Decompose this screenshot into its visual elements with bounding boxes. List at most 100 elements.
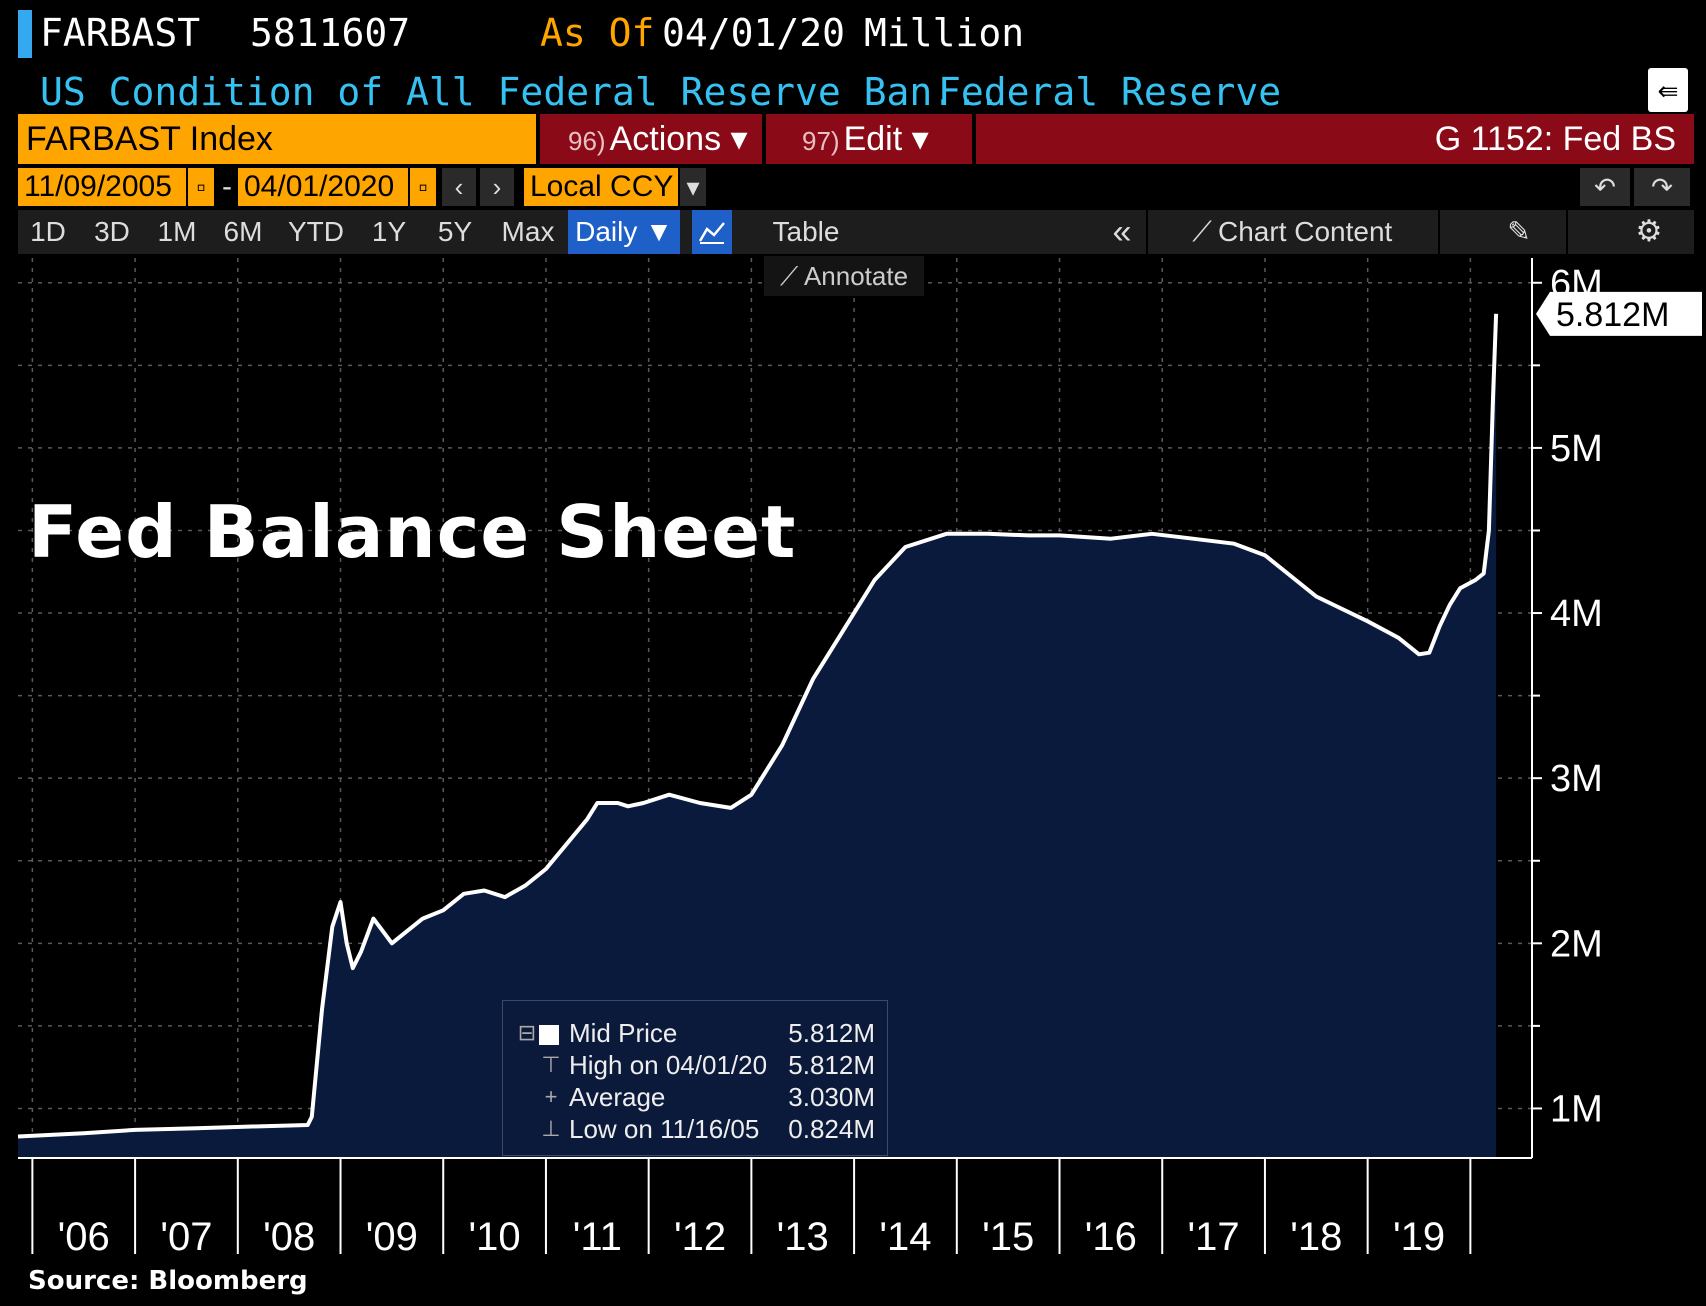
- last-value: 5811607: [250, 11, 411, 55]
- low-marker-icon: ⊥: [541, 1116, 561, 1141]
- as-of-date: 04/01/20: [662, 11, 846, 55]
- legend-row: ⊤ High on 04/01/20 5.812M: [503, 1049, 889, 1081]
- x-tick-label: '08: [263, 1215, 315, 1259]
- source-credit: Source: Bloomberg: [28, 1266, 308, 1296]
- y-tick-label: 3M: [1550, 758, 1603, 800]
- prev-period-icon[interactable]: ‹: [442, 168, 476, 206]
- range-3d-button[interactable]: 3D: [94, 216, 130, 247]
- legend-value: 5.812M: [788, 1050, 875, 1080]
- x-tick-label: '16: [1085, 1215, 1137, 1259]
- x-tick-label: '18: [1290, 1215, 1342, 1259]
- x-tick-label: '19: [1393, 1215, 1445, 1259]
- start-calendar-icon[interactable]: ▫: [188, 168, 214, 206]
- last-value-flag: [1536, 291, 1702, 336]
- legend-value: 5.812M: [788, 1018, 875, 1048]
- undo-icon[interactable]: ↶: [1580, 168, 1630, 206]
- high-marker-icon: ⊤: [541, 1052, 561, 1077]
- redo-icon[interactable]: ↷: [1634, 168, 1690, 206]
- next-period-icon[interactable]: ›: [480, 168, 514, 206]
- actions-number: 96): [568, 126, 606, 156]
- legend-row: + Average 3.030M: [503, 1081, 889, 1113]
- range-toolbar: 1D 3D 1M 6M YTD 1Y 5Y Max Daily ▼ Table …: [18, 210, 1694, 254]
- y-tick-label: 2M: [1550, 923, 1603, 965]
- chart-title-bar: G 1152: Fed BS: [976, 114, 1694, 164]
- x-tick-label: '07: [160, 1215, 212, 1259]
- date-separator: -: [222, 170, 232, 203]
- legend-label: Low on 11/16/05: [569, 1114, 760, 1144]
- x-tick-label: '10: [469, 1215, 521, 1259]
- last-value-label: 5.812M: [1556, 296, 1669, 334]
- frequency-select[interactable]: Daily ▼: [568, 210, 680, 254]
- annotate-button[interactable]: ⟋ Annotate: [764, 256, 924, 296]
- chart-content-button[interactable]: Chart Content: [1218, 216, 1393, 247]
- range-1y-button[interactable]: 1Y: [371, 216, 407, 247]
- line-chart-icon[interactable]: [692, 210, 732, 254]
- x-tick-label: '12: [674, 1215, 726, 1259]
- chart-content-icon: ⟋: [1192, 216, 1212, 247]
- x-tick-label: '14: [879, 1215, 931, 1259]
- legend-row: ⊟ Mid Price 5.812M: [503, 1017, 889, 1049]
- gear-icon[interactable]: ⚙: [1635, 215, 1663, 248]
- range-5y-button[interactable]: 5Y: [437, 216, 473, 247]
- currency-select[interactable]: Local CCY: [524, 168, 678, 206]
- y-tick-label: 1M: [1550, 1088, 1603, 1130]
- legend-value: 0.824M: [788, 1114, 875, 1144]
- x-tick-label: '11: [573, 1215, 622, 1259]
- series-swatch: [539, 1025, 559, 1045]
- x-tick-label: '15: [982, 1215, 1034, 1259]
- range-1m-button[interactable]: 1M: [157, 216, 197, 247]
- range-max-button[interactable]: Max: [501, 216, 555, 247]
- header-row: FARBAST 5811607 As Of 04/01/20 Million: [0, 0, 1706, 68]
- date-range-bar: 11/09/2005 ▫ - 04/01/2020 ▫ ‹ › Local CC…: [18, 168, 1694, 208]
- series-line: [17, 313, 1499, 1139]
- toolbar-divider: [1566, 210, 1568, 254]
- ticker-code: FARBAST: [40, 11, 201, 55]
- y-tick-label: 5M: [1550, 428, 1603, 470]
- command-bar: FARBAST Index 96) Actions ▾ 97) Edit ▾ G 1…: [18, 114, 1694, 166]
- toolbar-divider: [1146, 210, 1148, 254]
- series-area: [18, 313, 1497, 1158]
- toolbar-divider: [1438, 210, 1440, 254]
- end-date-input[interactable]: 04/01/2020: [238, 168, 408, 206]
- security-input[interactable]: FARBAST Index: [18, 114, 536, 164]
- range-1d-button[interactable]: 1D: [30, 216, 66, 247]
- legend-row: ⊥ Low on 11/16/05 0.824M: [503, 1113, 889, 1145]
- edit-chart-icon[interactable]: ✎: [1507, 216, 1531, 247]
- exit-icon[interactable]: ⇚: [1648, 68, 1688, 112]
- x-tick-label: '06: [58, 1215, 110, 1259]
- y-tick-label: 4M: [1550, 593, 1603, 635]
- legend-label: High on 04/01/20: [569, 1050, 768, 1080]
- edit-number: 97): [802, 126, 840, 156]
- table-button[interactable]: Table: [772, 216, 840, 247]
- legend-label: Mid Price: [569, 1018, 678, 1048]
- x-tick-label: '09: [366, 1215, 418, 1259]
- chart-title: Fed Balance Sheet: [28, 490, 797, 574]
- annotate-label: Annotate: [803, 261, 909, 291]
- average-marker-icon: +: [544, 1084, 558, 1109]
- security-description: US Condition of All Federal Reserve Ban.…: [40, 70, 1001, 114]
- legend-label: Average: [569, 1082, 666, 1112]
- edit-button[interactable]: 97) Edit ▾: [766, 114, 972, 164]
- actions-button[interactable]: 96) Actions ▾: [540, 114, 762, 164]
- last-value-marker: 5.812M: [1536, 291, 1702, 336]
- actions-label: Actions ▾: [609, 120, 748, 158]
- legend-box: ⊟ Mid Price 5.812M ⊤ High on 04/01/20 5.…: [502, 1000, 888, 1156]
- x-tick-label: '17: [1188, 1215, 1240, 1259]
- edit-label: Edit ▾: [843, 120, 929, 158]
- range-ytd-button[interactable]: YTD: [288, 216, 344, 247]
- x-axis: '06 '07 '08 '09 '10 '11 '12 '13 '14 '15 '16 '17 '18 '…: [31, 1158, 1472, 1259]
- source-name: Federal Reserve: [938, 70, 1282, 114]
- currency-dropdown-icon[interactable]: ▾: [680, 168, 706, 206]
- range-6m-button[interactable]: 6M: [223, 216, 263, 247]
- as-of-label: As Of: [540, 11, 655, 55]
- collapse-box-icon[interactable]: ⊟: [517, 1020, 537, 1045]
- start-date-input[interactable]: 11/09/2005: [18, 168, 186, 206]
- end-calendar-icon[interactable]: ▫: [410, 168, 436, 206]
- legend-value: 3.030M: [788, 1082, 875, 1112]
- pencil-icon: ⟋: [779, 261, 804, 291]
- x-tick-label: '13: [777, 1215, 829, 1259]
- collapse-icon[interactable]: «: [1112, 213, 1132, 251]
- description-row: US Condition of All Federal Reserve Ban.…: [0, 64, 1706, 118]
